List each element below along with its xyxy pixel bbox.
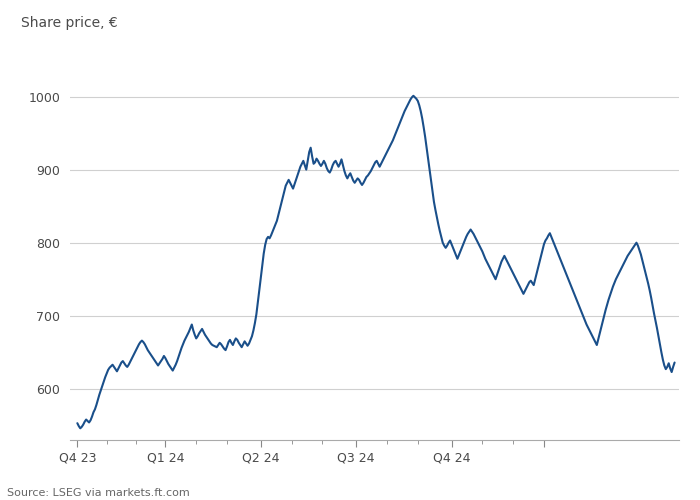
Text: Share price, €: Share price, € (21, 16, 118, 30)
Text: Source: LSEG via markets.ft.com: Source: LSEG via markets.ft.com (7, 488, 190, 498)
